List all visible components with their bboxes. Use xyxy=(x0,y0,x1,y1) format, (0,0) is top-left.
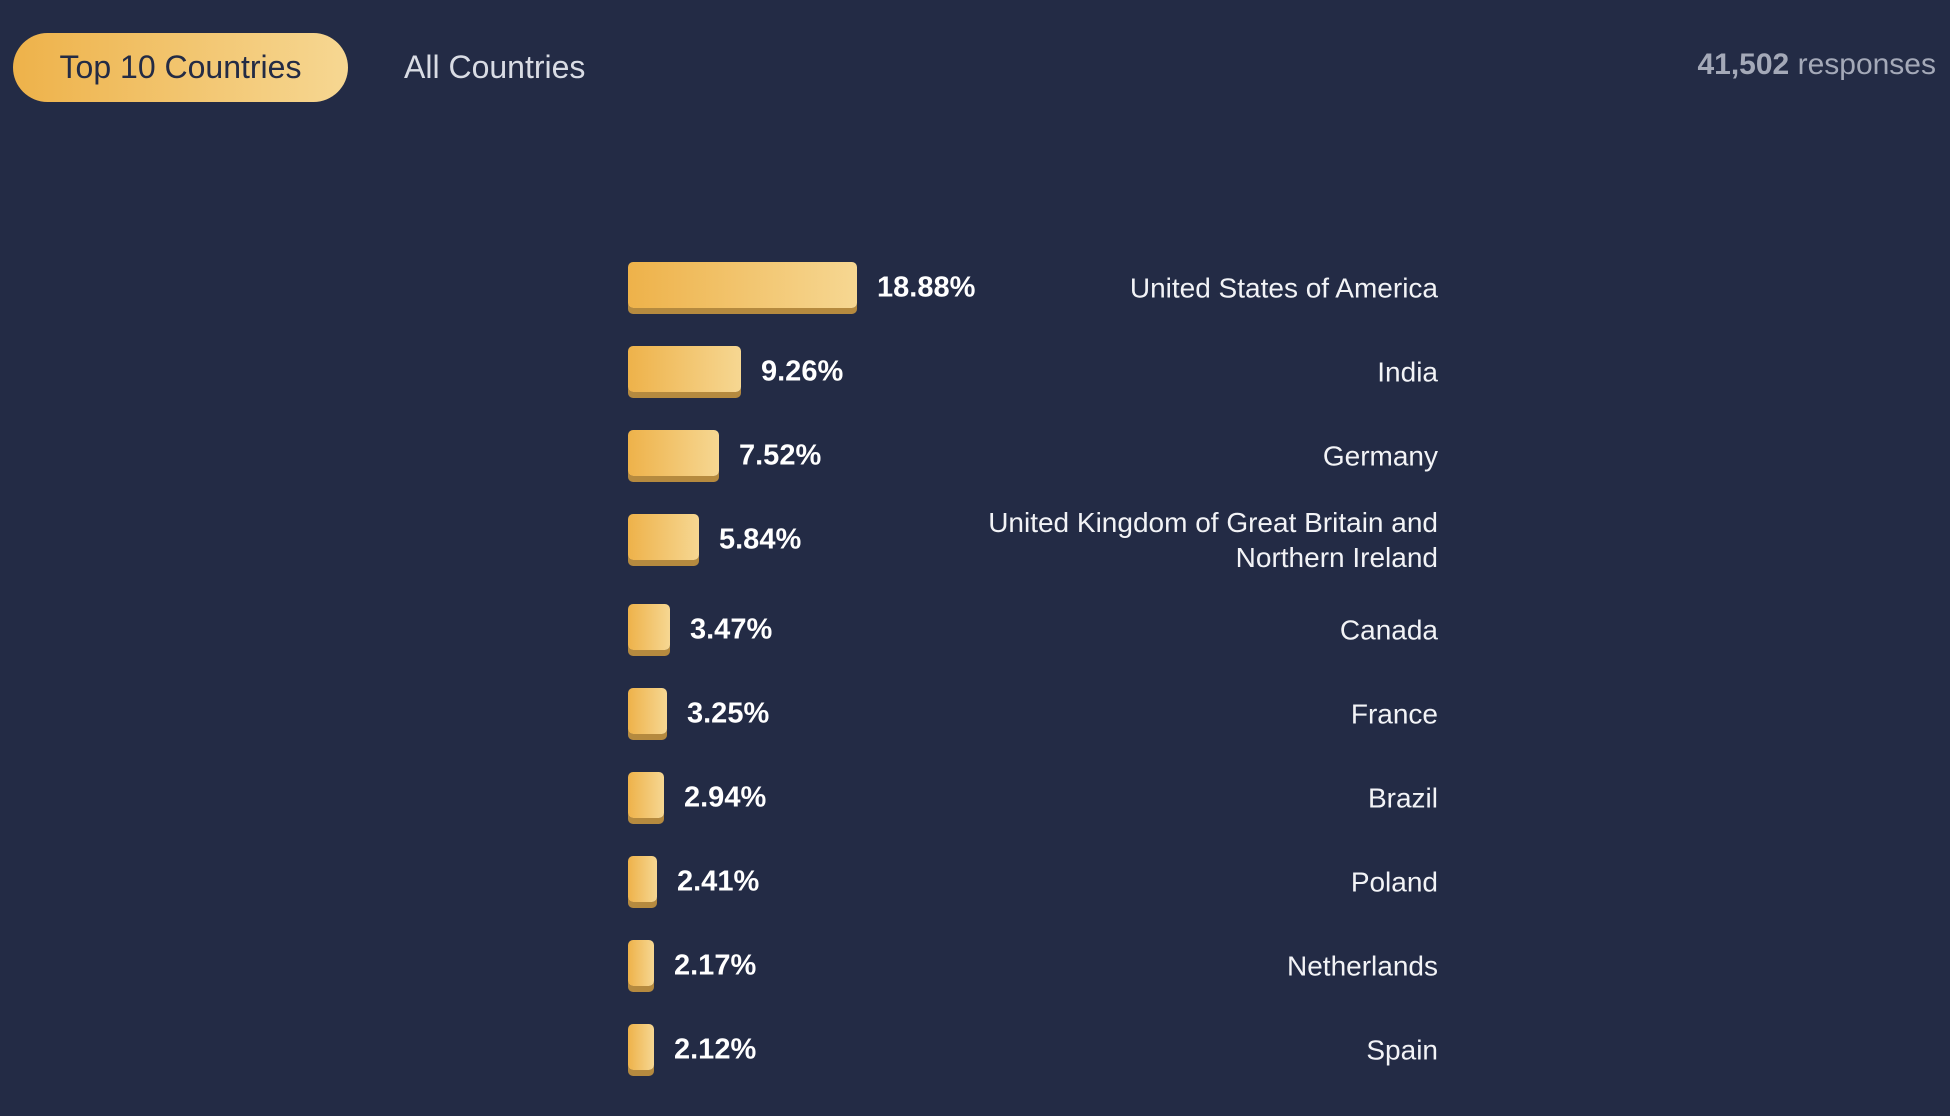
responses-number: 41,502 xyxy=(1697,48,1790,81)
bar xyxy=(628,262,857,308)
value-label: 3.47% xyxy=(690,613,773,646)
value-label: 2.94% xyxy=(684,781,767,814)
value-label: 9.26% xyxy=(761,355,844,388)
bar xyxy=(628,1024,654,1070)
country-label: France xyxy=(1350,698,1438,730)
value-label: 5.84% xyxy=(719,523,802,556)
country-label: India xyxy=(1377,356,1438,388)
value-label: 2.41% xyxy=(677,865,760,898)
value-label: 2.12% xyxy=(674,1033,757,1066)
country-label: Germany xyxy=(1322,440,1438,472)
country-label: United States of America xyxy=(1129,272,1438,304)
bar xyxy=(628,346,741,392)
tab-top-10-countries[interactable]: Top 10 Countries xyxy=(13,33,348,102)
value-label: 18.88% xyxy=(877,271,976,304)
bar xyxy=(628,772,664,818)
responses-label: responses xyxy=(1797,48,1936,81)
country-label: Poland xyxy=(1350,866,1438,898)
bar xyxy=(628,688,667,734)
value-label: 3.25% xyxy=(687,697,770,730)
country-label: United Kingdom of Great Britain and Nort… xyxy=(988,507,1438,573)
country-label: Canada xyxy=(1339,614,1438,646)
value-label: 7.52% xyxy=(739,439,822,472)
tab-all-countries[interactable]: All Countries xyxy=(404,49,586,85)
country-label: Spain xyxy=(1366,1034,1438,1066)
value-label: 2.17% xyxy=(674,949,757,982)
bar xyxy=(628,514,699,560)
country-label: Brazil xyxy=(1367,782,1438,814)
responses-count: 41,502 responses xyxy=(1697,48,1936,82)
tab-bar: Top 10 Countries All Countries xyxy=(13,33,633,102)
bar xyxy=(628,604,670,650)
bar xyxy=(628,856,657,902)
bar xyxy=(628,940,654,986)
bar xyxy=(628,430,719,476)
country-label: Netherlands xyxy=(1287,950,1438,982)
